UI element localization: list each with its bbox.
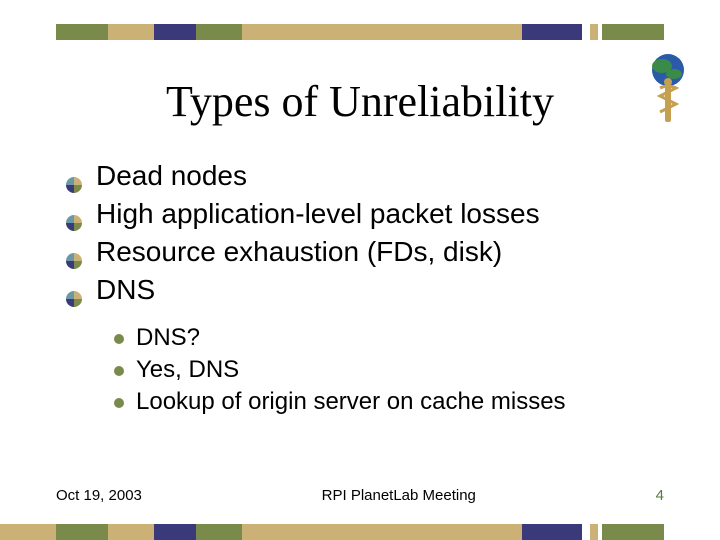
- main-list-item-text: DNS: [96, 274, 155, 306]
- stripe-segment: [56, 524, 108, 540]
- stripe-segment: [522, 524, 582, 540]
- stripe-segment: [242, 24, 522, 40]
- sub-list-item-text: Yes, DNS: [136, 356, 239, 384]
- stripe-segment: [56, 24, 108, 40]
- dot-bullet-icon: [114, 398, 124, 408]
- quadrant-bullet-icon: [66, 244, 82, 260]
- main-list-item-text: Dead nodes: [96, 160, 247, 192]
- quadrant-bullet-icon: [66, 168, 82, 184]
- dot-bullet-icon: [114, 334, 124, 344]
- stripe-segment: [664, 24, 720, 40]
- stripe-segment: [582, 24, 590, 40]
- stripe-segment: [590, 24, 598, 40]
- stripe-segment: [196, 24, 242, 40]
- main-list-item-text: Resource exhaustion (FDs, disk): [96, 236, 502, 268]
- stripe-segment: [590, 524, 598, 540]
- stripe-segment: [602, 524, 664, 540]
- sub-list-item: Lookup of origin server on cache misses: [114, 388, 680, 416]
- sub-list-item-text: Lookup of origin server on cache misses: [136, 388, 566, 416]
- slide-title: Types of Unreliability: [0, 76, 720, 127]
- stripe-segment: [108, 524, 154, 540]
- stripe-segment: [582, 524, 590, 540]
- main-list-item-text: High application-level packet losses: [96, 198, 540, 230]
- quadrant-bullet-icon: [66, 282, 82, 298]
- footer-meeting: RPI PlanetLab Meeting: [322, 487, 476, 504]
- stripe-segment: [154, 24, 196, 40]
- dot-bullet-icon: [114, 366, 124, 376]
- quadrant-bullet-icon: [66, 206, 82, 222]
- stripe-segment: [0, 524, 56, 540]
- main-bullet-list: Dead nodes High application-level packet…: [66, 160, 680, 312]
- main-list-item: High application-level packet losses: [66, 198, 680, 230]
- stripe-segment: [196, 524, 242, 540]
- stripe-segment: [154, 524, 196, 540]
- footer-date: Oct 19, 2003: [56, 487, 142, 504]
- footer-page-number: 4: [656, 487, 664, 504]
- stripe-segment: [664, 524, 720, 540]
- top-stripe-bar: [56, 24, 720, 40]
- stripe-segment: [242, 524, 522, 540]
- sub-list-item: DNS?: [114, 324, 680, 352]
- sub-bullet-list: DNS? Yes, DNS Lookup of origin server on c…: [114, 324, 680, 420]
- logo-icon: [640, 52, 696, 128]
- bottom-stripe-bar: [0, 524, 720, 540]
- slide-footer: Oct 19, 2003 RPI PlanetLab Meeting 4: [56, 487, 664, 504]
- stripe-segment: [108, 24, 154, 40]
- main-list-item: Dead nodes: [66, 160, 680, 192]
- stripe-segment: [522, 24, 582, 40]
- sub-list-item-text: DNS?: [136, 324, 200, 352]
- main-list-item: DNS: [66, 274, 680, 306]
- main-list-item: Resource exhaustion (FDs, disk): [66, 236, 680, 268]
- stripe-segment: [602, 24, 664, 40]
- sub-list-item: Yes, DNS: [114, 356, 680, 384]
